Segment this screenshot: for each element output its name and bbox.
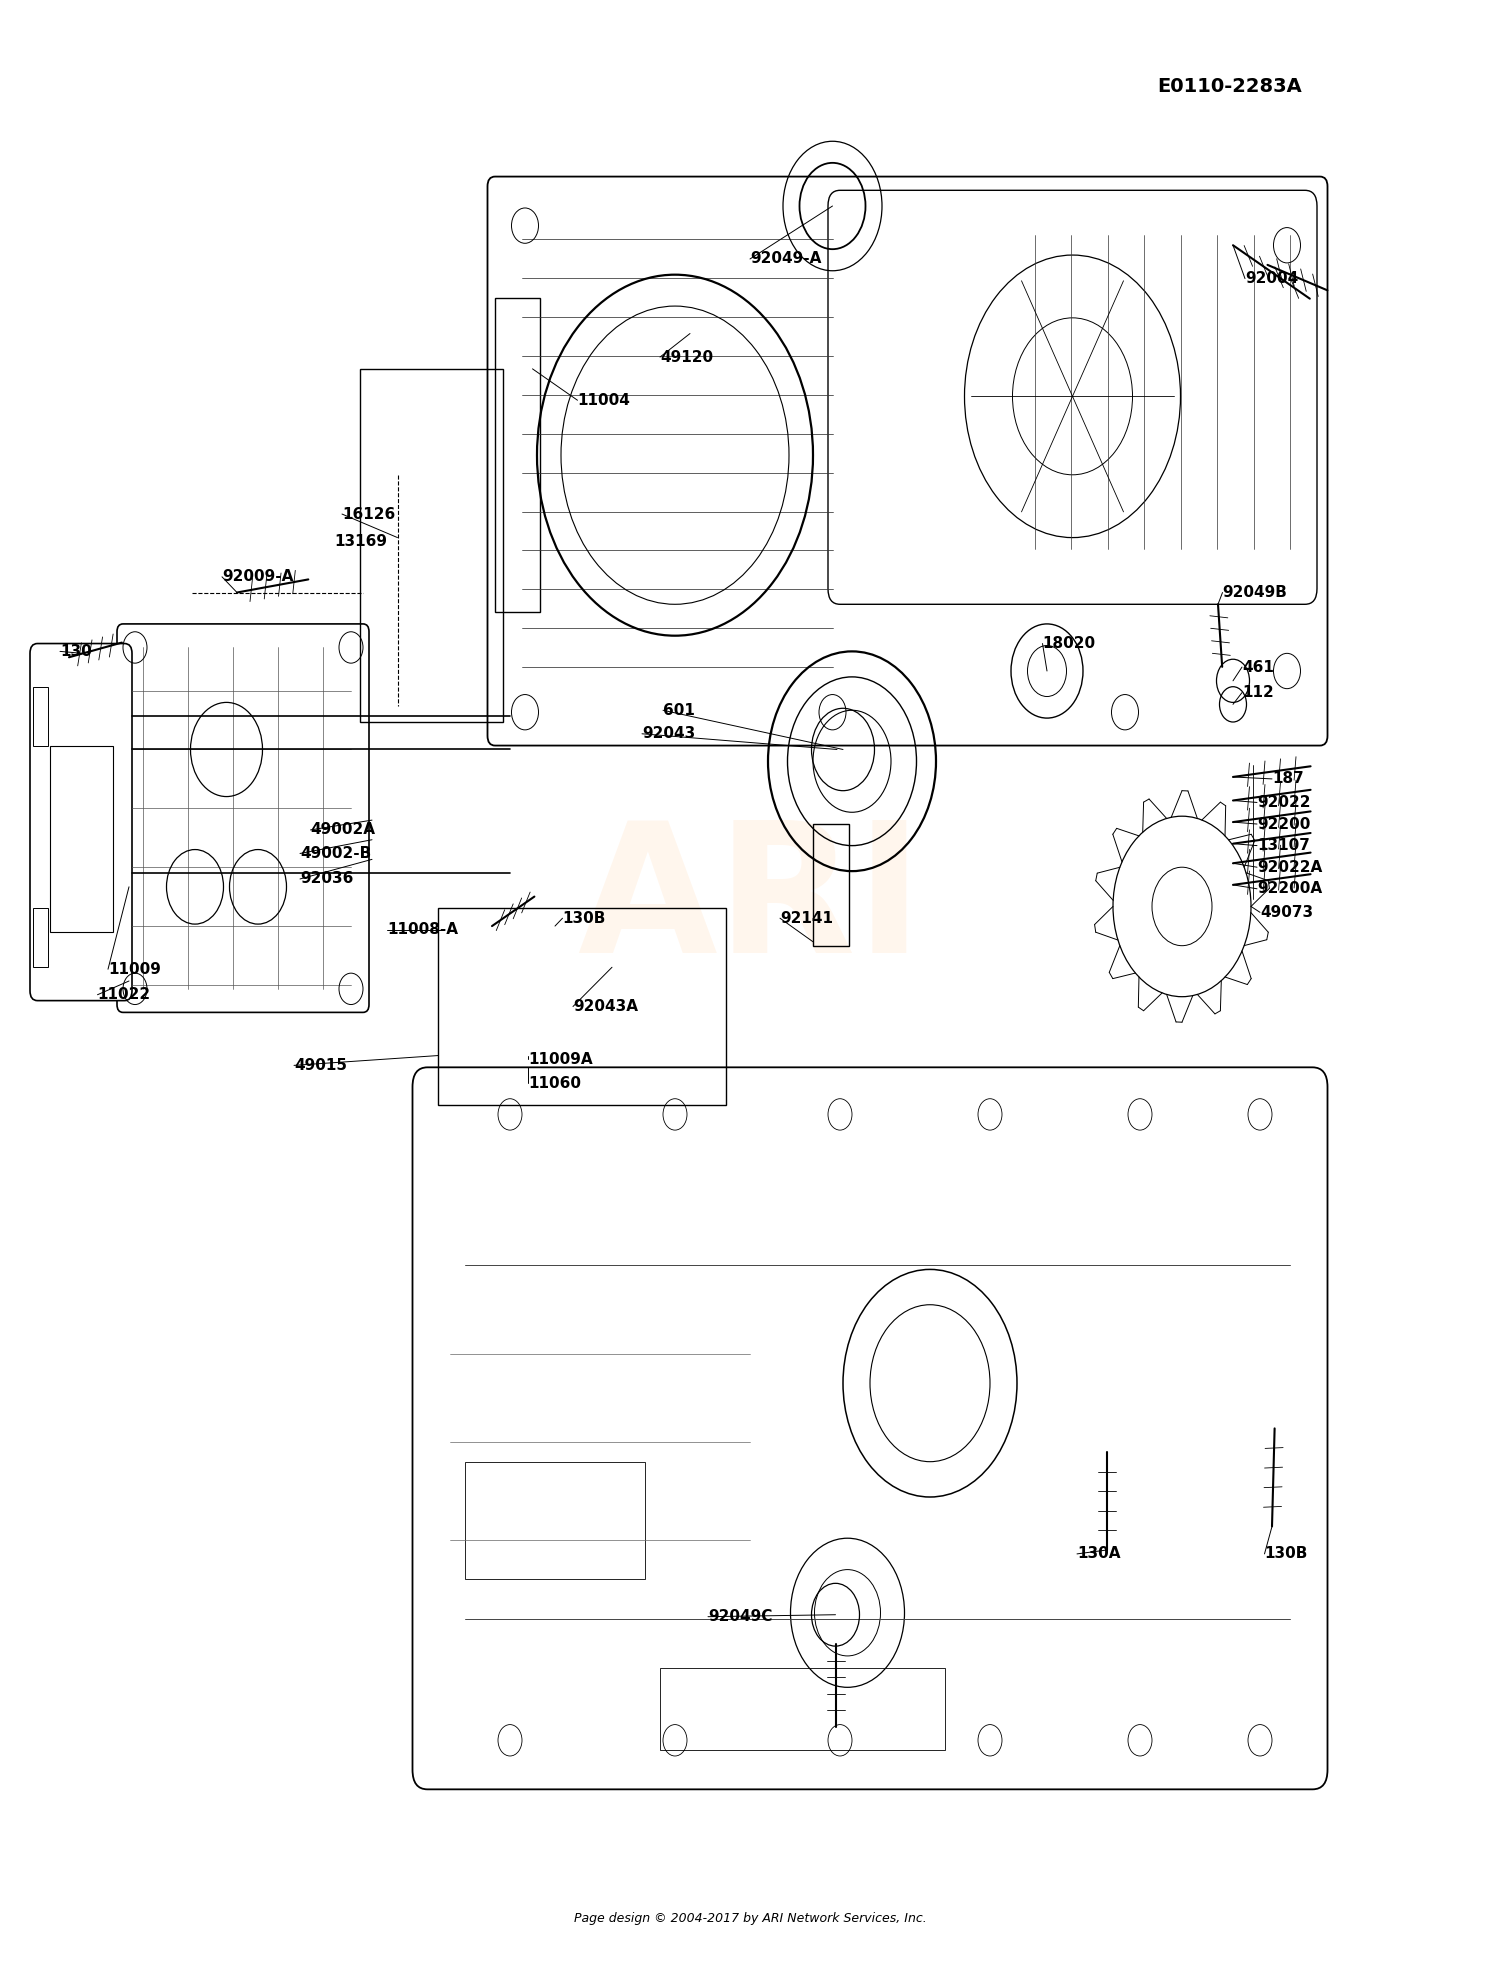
Text: 92004: 92004: [1245, 271, 1298, 286]
Text: ARI: ARI: [578, 814, 922, 991]
Bar: [495, 298, 540, 612]
Text: 11009A: 11009A: [528, 1052, 592, 1067]
Text: 92049B: 92049B: [1222, 585, 1287, 600]
Text: 92022A: 92022A: [1257, 859, 1323, 875]
Text: 92049-A: 92049-A: [750, 251, 822, 267]
Bar: [33, 687, 48, 746]
Text: 49120: 49120: [660, 349, 712, 365]
Bar: [465, 1462, 645, 1579]
Bar: [50, 746, 112, 932]
Text: 11009: 11009: [108, 961, 160, 977]
Text: 13107: 13107: [1257, 838, 1310, 853]
Bar: [438, 908, 726, 1105]
Text: 92200: 92200: [1257, 816, 1311, 832]
Text: 16126: 16126: [342, 506, 396, 522]
FancyBboxPatch shape: [30, 644, 132, 1001]
Bar: [360, 369, 503, 722]
Text: 11008-A: 11008-A: [387, 922, 458, 938]
Text: 92043: 92043: [642, 726, 694, 742]
Text: 92141: 92141: [780, 910, 832, 926]
Text: 130A: 130A: [1077, 1546, 1120, 1562]
Text: 13169: 13169: [334, 534, 387, 549]
Text: 130B: 130B: [1264, 1546, 1308, 1562]
Text: Page design © 2004-2017 by ARI Network Services, Inc.: Page design © 2004-2017 by ARI Network S…: [573, 1913, 927, 1925]
Text: 11060: 11060: [528, 1075, 580, 1091]
Text: 187: 187: [1272, 771, 1304, 787]
Bar: [813, 824, 849, 946]
Bar: [660, 1668, 945, 1750]
Text: 11004: 11004: [578, 392, 630, 408]
FancyBboxPatch shape: [413, 1067, 1328, 1789]
Text: 92049C: 92049C: [708, 1609, 772, 1625]
Text: 49015: 49015: [294, 1058, 346, 1073]
Text: 130: 130: [60, 644, 92, 659]
FancyBboxPatch shape: [828, 190, 1317, 604]
Text: 92009-A: 92009-A: [222, 569, 294, 585]
Text: 49002-B: 49002-B: [300, 846, 372, 861]
Bar: [33, 908, 48, 967]
Text: 18020: 18020: [1042, 636, 1095, 651]
Text: 112: 112: [1242, 685, 1274, 700]
Text: 11022: 11022: [98, 987, 150, 1003]
Text: E0110-2283A: E0110-2283A: [1158, 77, 1302, 96]
Text: 49073: 49073: [1260, 904, 1312, 920]
Text: 601: 601: [663, 702, 694, 718]
Text: 92022: 92022: [1257, 795, 1311, 810]
Text: 461: 461: [1242, 659, 1274, 675]
Text: 92043A: 92043A: [573, 999, 638, 1014]
FancyBboxPatch shape: [117, 624, 369, 1012]
Text: 130B: 130B: [562, 910, 606, 926]
Text: 92200A: 92200A: [1257, 881, 1322, 897]
Text: 92036: 92036: [300, 871, 354, 887]
Text: 49002A: 49002A: [310, 822, 375, 838]
FancyBboxPatch shape: [488, 177, 1328, 746]
